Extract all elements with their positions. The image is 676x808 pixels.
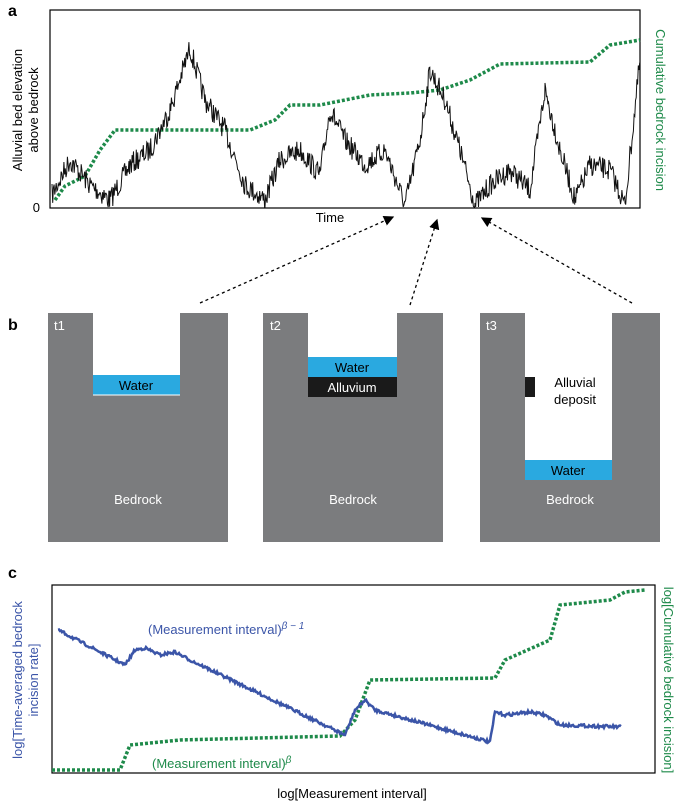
arrows [199, 215, 633, 306]
bedrock-label: Bedrock [114, 492, 162, 507]
y-label: log[Time-averaged bedrock [10, 601, 25, 759]
x-label: Time [316, 210, 344, 225]
bedrock-label: Bedrock [546, 492, 594, 507]
panel-label: a [8, 3, 17, 20]
cumulative-label: (Measurement interval)β [152, 755, 292, 771]
time-label: t2 [270, 318, 281, 333]
axes-box [51, 584, 656, 774]
deposit-label: Alluvial [554, 375, 595, 390]
rate-label-exponent: β − 1 [281, 621, 305, 632]
water-label: Water [119, 378, 154, 393]
curves-a [51, 38, 641, 208]
cumulative-label-text: (Measurement interval) [152, 756, 286, 771]
panel-label: c [8, 565, 17, 582]
water-label: Water [551, 463, 586, 478]
panel-label: b [8, 317, 18, 334]
axes-box [49, 9, 641, 209]
time-label: t1 [54, 318, 65, 333]
time-label: t3 [486, 318, 497, 333]
curves-c [52, 588, 646, 772]
water-label: Water [335, 360, 370, 375]
block: t2 Water Alluvium Bedrock [263, 313, 443, 542]
y-label: incision rate] [26, 644, 41, 717]
bed-elevation-line [51, 42, 641, 208]
rate-label-text: (Measurement interval) [148, 622, 282, 637]
cumulative-line [52, 588, 646, 772]
cumulative-incision-line [53, 38, 641, 202]
y-label: above bedrock [26, 67, 41, 153]
y-zero: 0 [33, 200, 40, 215]
rate-label: (Measurement interval)β − 1 [148, 621, 304, 637]
alluvium-label: Alluvium [327, 380, 376, 395]
block: t1 Water Bedrock [48, 313, 228, 542]
deposit-label: deposit [554, 392, 596, 407]
y-label: Alluvial bed elevation [10, 49, 25, 171]
x-label: log[Measurement interval] [277, 786, 427, 801]
y2-label: log[Cumulative bedrock incision] [661, 587, 676, 773]
cumulative-label-exponent: β [285, 755, 292, 766]
block: t3 Alluvial deposit Water Bedrock [480, 313, 660, 542]
y2-label: Cumulative bedrock incision [653, 29, 668, 191]
rate-line [57, 628, 622, 745]
bedrock-label: Bedrock [329, 492, 377, 507]
